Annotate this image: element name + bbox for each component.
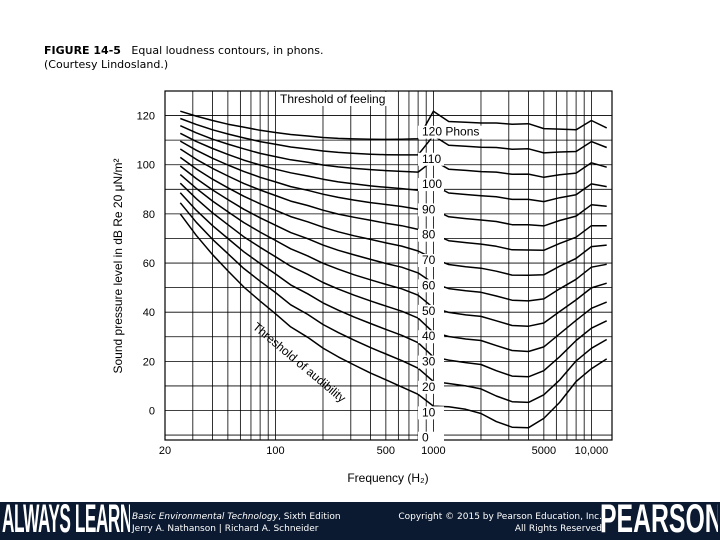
figure-credit: (Courtesy Lindosland.) (44, 58, 169, 71)
copyright-line-2: All Rights Reserved (514, 524, 602, 534)
plot-frame (164, 90, 613, 441)
contour-label-70: 70 (422, 253, 436, 267)
contour-label-80: 80 (422, 228, 436, 242)
y-tick-label: 0 (149, 406, 155, 418)
contour-120 (180, 110, 608, 141)
x-axis-title: Frequency (H₂) (347, 471, 428, 485)
copyright-notice: Copyright © 2015 by Pearson Education, I… (398, 511, 602, 535)
x-tick-label: 20 (159, 445, 171, 457)
contour-80 (179, 140, 607, 227)
contour-70 (179, 148, 607, 252)
contour-label-bg (418, 330, 444, 344)
contour-100 (179, 125, 607, 179)
y-axis-title: Sound pressure level in dB Re 20 μN/m² (111, 158, 125, 373)
y-tick-label: 60 (143, 258, 155, 270)
contour-label-bg (418, 228, 444, 242)
contour-label-90: 90 (422, 202, 436, 216)
footer-bar: ALWAYS LEARNING Basic Environmental Tech… (0, 499, 720, 540)
y-tick-label: 40 (143, 307, 155, 319)
book-info: Basic Environmental Technology, Sixth Ed… (132, 511, 341, 535)
contour-label-40: 40 (422, 329, 436, 343)
figure-caption: FIGURE 14-5 Equal loudness contours, in … (44, 44, 323, 72)
contour-110 (180, 117, 607, 156)
contour-label-bg (418, 406, 444, 420)
contour-label-bg (418, 355, 444, 369)
contour-label-bg (418, 431, 444, 445)
pearson-logo: PEARSON (600, 499, 718, 539)
contour-label-bg (418, 380, 444, 394)
contour-40 (179, 174, 607, 327)
chart-curves (179, 110, 608, 429)
contour-label-bg (418, 152, 444, 166)
equal-loudness-chart: 20 100 500 1000 5000 10,000 0 20 40 60 80 100 120 0 10… (111, 90, 613, 485)
contour-90 (179, 132, 607, 203)
y-tick-label: 80 (143, 209, 155, 221)
threshold-of-feeling-bg (276, 92, 390, 106)
contour-label-50: 50 (422, 304, 436, 318)
contour-label-100: 100 (422, 177, 442, 191)
contour-10 (179, 202, 608, 404)
contour-label-10: 10 (422, 405, 436, 419)
contour-30 (179, 182, 607, 353)
x-tick-label: 10,000 (575, 445, 609, 457)
figure-label: FIGURE 14-5 (44, 44, 121, 57)
contour-label-bg (418, 125, 486, 139)
contour-60 (179, 156, 607, 277)
contour-label-120: 120 Phons (422, 125, 479, 139)
chart-labels: 20 100 500 1000 5000 10,000 0 20 40 60 80 100 120 0 10… (137, 92, 609, 457)
contour-20 (179, 192, 608, 378)
contour-label-bg (418, 304, 444, 318)
y-tick-label: 120 (137, 111, 155, 123)
x-tick-label: 500 (377, 445, 395, 457)
contour-50 (179, 165, 607, 302)
contour-label-60: 60 (422, 278, 436, 292)
book-authors: Jerry A. Nathanson | Richard A. Schneide… (132, 524, 319, 534)
contour-label-0: 0 (422, 431, 429, 445)
y-tick-label: 100 (137, 160, 155, 172)
contour-label-bg (418, 254, 444, 268)
contour-label-30: 30 (422, 355, 436, 369)
contour-label-110: 110 (422, 152, 441, 166)
x-tick-label: 5000 (532, 445, 556, 457)
threshold-of-feeling-label: Threshold of feeling (280, 92, 385, 106)
chart-grid (164, 90, 613, 441)
book-title: Basic Environmental Technology (132, 512, 279, 522)
contour-label-bg (418, 178, 444, 192)
always-learning-logo: ALWAYS LEARNING (2, 499, 130, 539)
copyright-line-1: Copyright © 2015 by Pearson Education, I… (398, 512, 602, 522)
x-tick-label: 1000 (421, 445, 445, 457)
y-tick-label: 20 (143, 356, 155, 368)
book-edition: , Sixth Edition (278, 512, 341, 522)
x-tick-label: 100 (266, 445, 284, 457)
figure-title: Equal loudness contours, in phons. (131, 44, 324, 57)
contour-label-bg (418, 203, 444, 217)
contour-label-20: 20 (422, 380, 436, 394)
contour-label-bg (418, 279, 444, 293)
contour-0 (179, 213, 608, 429)
